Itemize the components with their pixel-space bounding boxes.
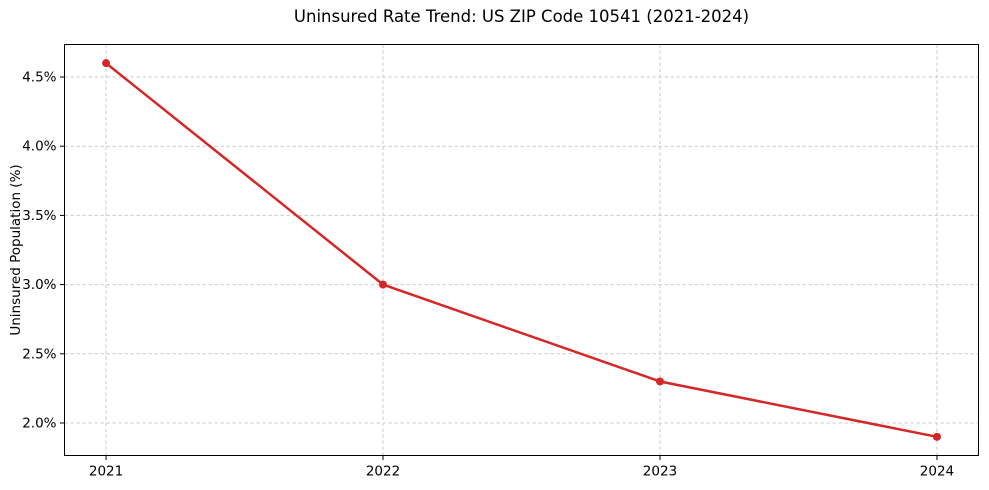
data-point-2024 (932, 432, 941, 441)
trend-line (104, 61, 939, 439)
data-point-2022 (379, 280, 388, 289)
y-tick-label: 3.5% (22, 208, 56, 224)
y-tick-label: 4.0% (22, 139, 56, 155)
data-point-2021 (102, 59, 111, 68)
y-tick-label: 4.5% (22, 70, 56, 86)
x-tick-label: 2023 (643, 464, 677, 480)
plot-border (64, 44, 979, 456)
y-tick-label: 2.5% (22, 346, 56, 362)
x-tick-label: 2021 (89, 464, 123, 480)
x-tick-label: 2022 (366, 464, 400, 480)
data-point-2023 (655, 377, 664, 386)
y-tick-label: 3.0% (22, 277, 56, 293)
y-tick-label: 2.0% (22, 415, 56, 431)
x-tick-label: 2024 (920, 464, 954, 480)
chart-title: Uninsured Rate Trend: US ZIP Code 10541 … (293, 7, 750, 26)
